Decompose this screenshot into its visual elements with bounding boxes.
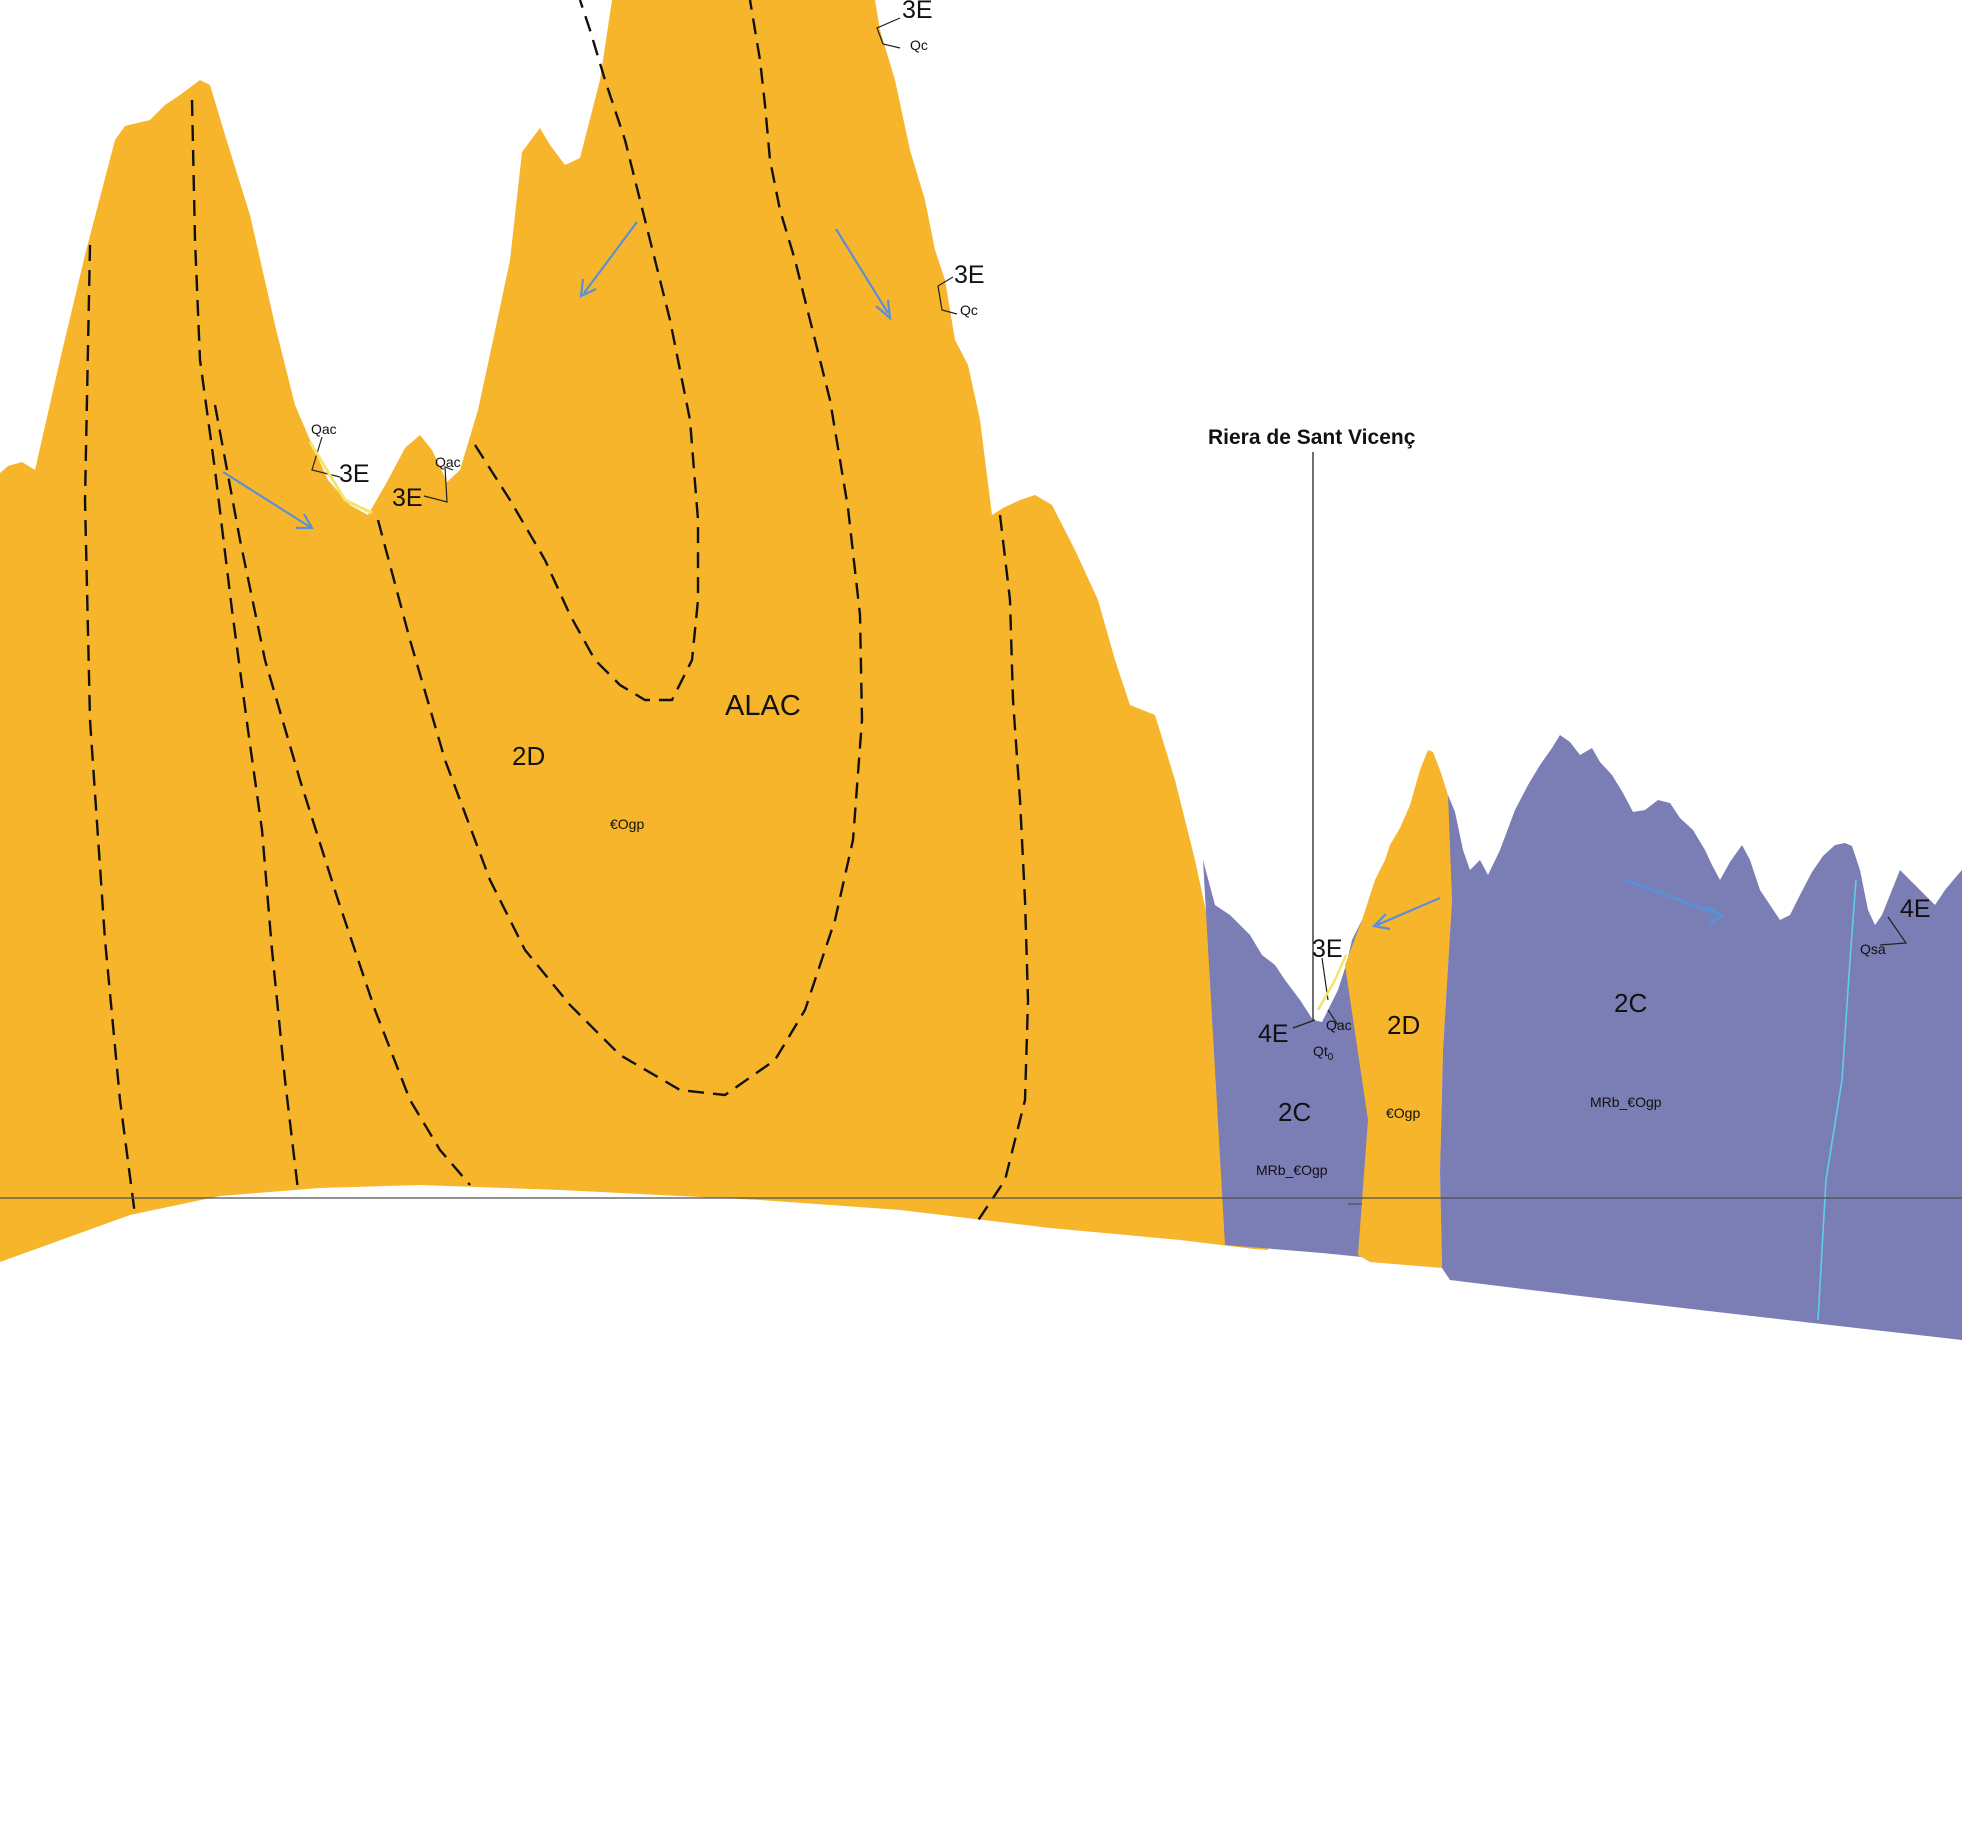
unit-2C-right (1440, 735, 1962, 1340)
quaternary-fill-b (1316, 954, 1348, 1011)
label-3E-c: 3E (1312, 935, 1343, 963)
label-Qac-c: Qac (1326, 1017, 1352, 1033)
label-3E-b: 3E (392, 484, 423, 512)
unit-2D-main (0, 0, 1268, 1262)
arrow-icon (579, 221, 638, 298)
arrow-icon (222, 471, 314, 530)
label-Qc-upper: Qc (960, 302, 978, 318)
contact-line-5 (473, 0, 700, 702)
label-formation-right: €Ogp (1386, 1105, 1420, 1121)
leader-3E-upper (937, 276, 958, 315)
label-3E-top: 3E (902, 0, 933, 24)
contact-line-3 (213, 404, 471, 1186)
contact-line-1 (83, 244, 137, 1216)
label-3E-a: 3E (339, 460, 370, 488)
label-formation-2C-right: MRb_€Ogp (1590, 1094, 1662, 1110)
leader-3E-b (423, 466, 454, 503)
contact-line-2 (190, 99, 300, 1191)
label-4E-a: 4E (1258, 1020, 1289, 1048)
label-formation-2C-left: MRb_€Ogp (1256, 1162, 1328, 1178)
quaternary-fill-a (308, 441, 373, 515)
unit-2D-wedge (1345, 750, 1455, 1268)
label-2D-main: 2D (512, 741, 545, 771)
arrow-icon (1371, 896, 1441, 931)
contact-line-4 (376, 0, 864, 1097)
label-Qac-a: Qac (311, 421, 337, 437)
leader-4E-b (1879, 916, 1908, 946)
label-4E-b: 4E (1900, 895, 1931, 923)
label-Qsa: Qsa (1860, 941, 1886, 957)
leader-3E-top (876, 17, 901, 49)
label-formation-main: €Ogp (610, 816, 644, 832)
label-2C-left: 2C (1278, 1097, 1311, 1127)
unit-2C-left (1203, 860, 1390, 1257)
label-ALAC: ALAC (725, 690, 801, 722)
river-label: Riera de Sant Vicenç (1208, 426, 1416, 449)
arrow-icon (1624, 878, 1725, 926)
arrow-icon (835, 228, 892, 321)
cyan-contact-line (1817, 879, 1857, 1321)
label-Qt0: Qt0 (1313, 1043, 1334, 1063)
leader-4E-a (1292, 1019, 1316, 1029)
label-Qac-b: Qac (435, 454, 461, 470)
label-Qc-top: Qc (910, 37, 928, 53)
label-2D-right: 2D (1387, 1010, 1420, 1040)
label-3E-upper: 3E (954, 261, 985, 289)
label-2C-right: 2C (1614, 988, 1647, 1018)
contact-line-6 (974, 514, 1030, 1226)
leader-Qac-c (1327, 1009, 1339, 1026)
